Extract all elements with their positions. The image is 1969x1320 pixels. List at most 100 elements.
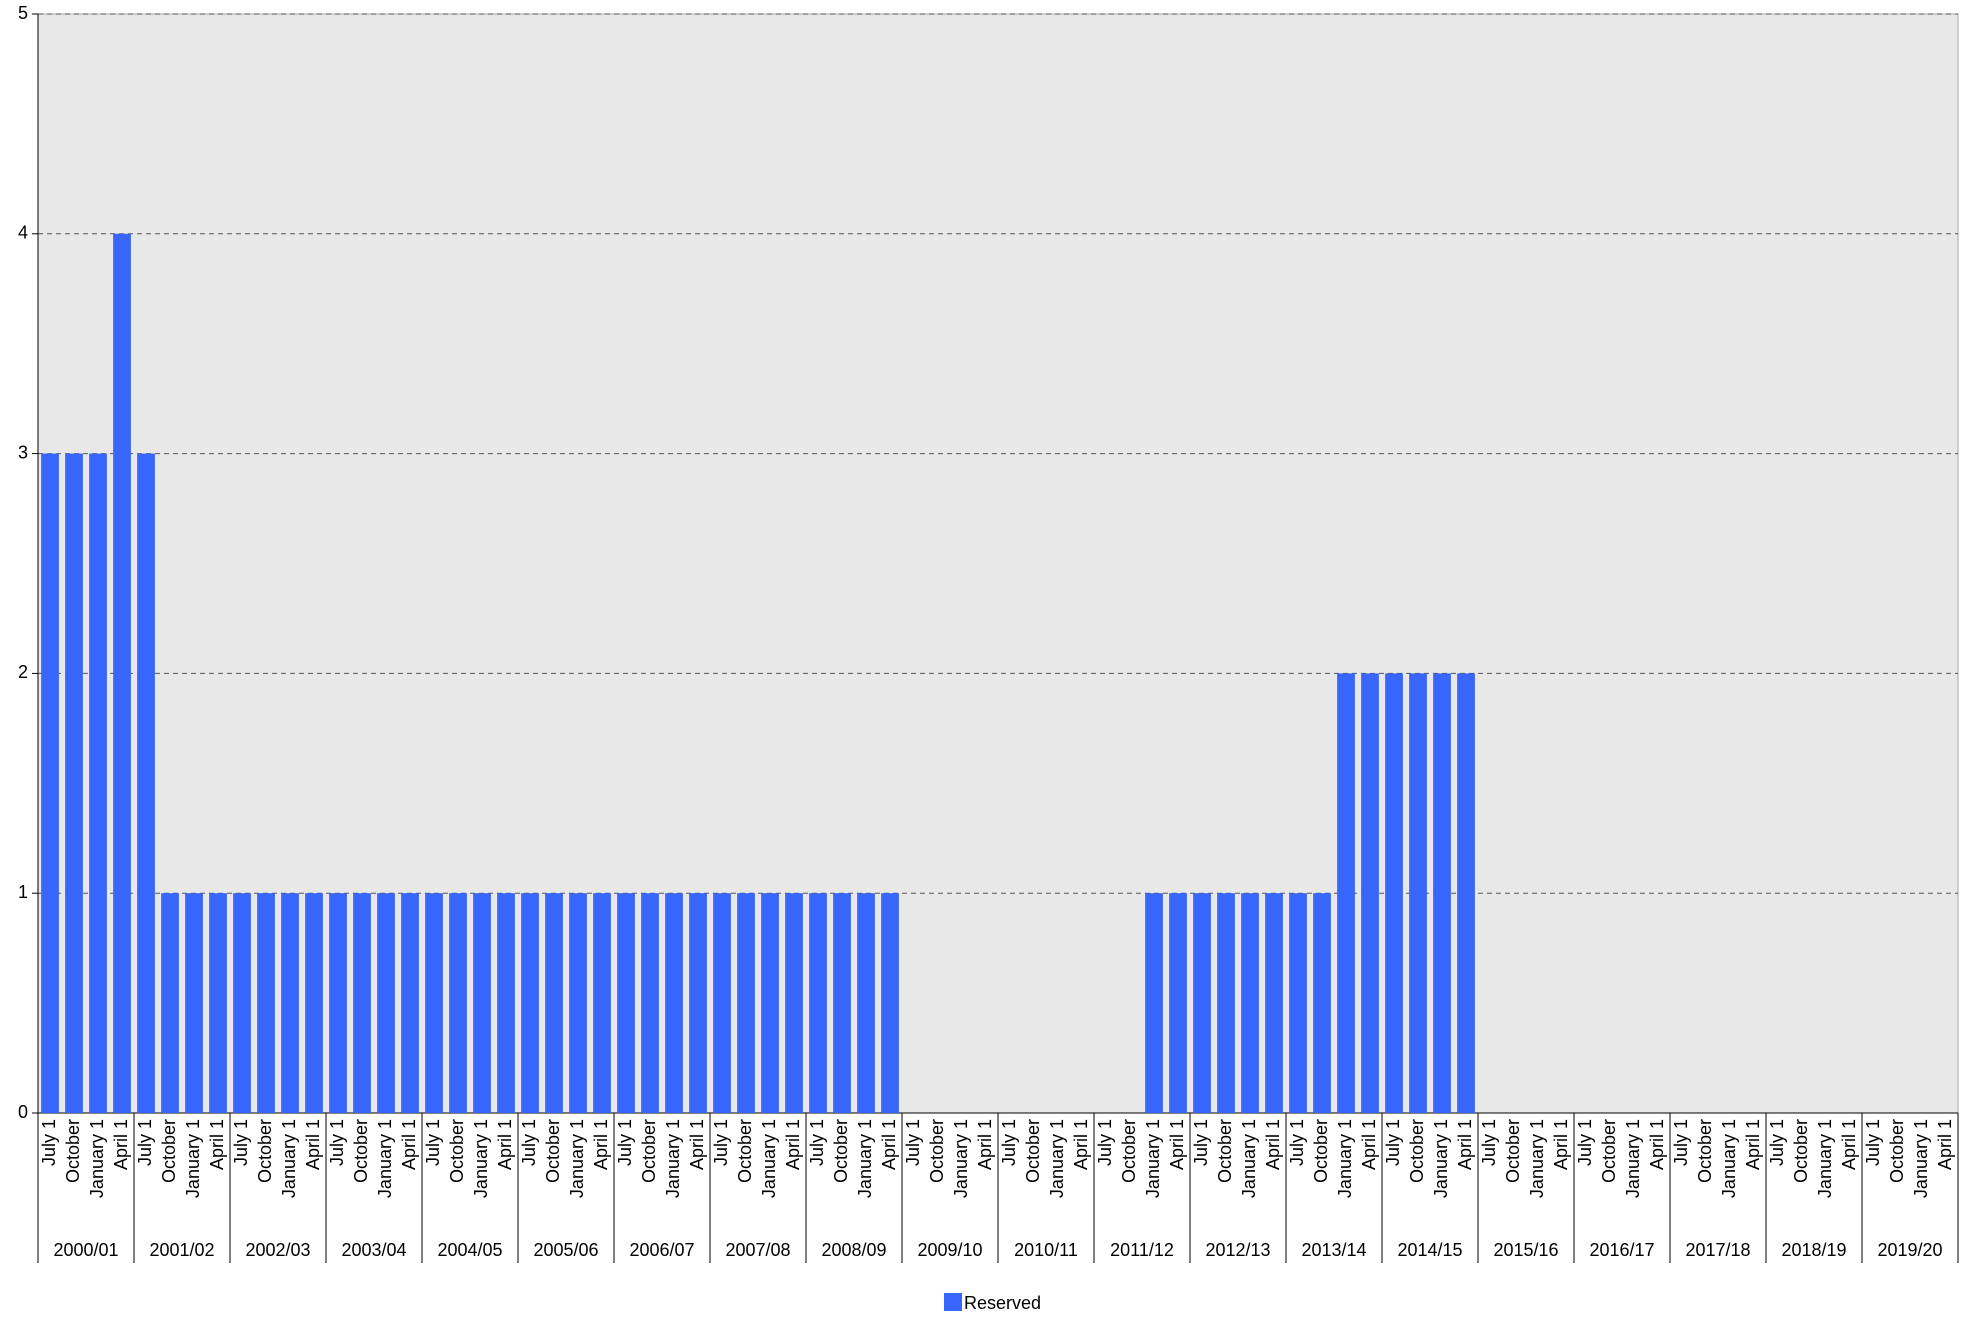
x-tick-label: January 1: [567, 1119, 587, 1198]
x-tick-label: April 1: [207, 1119, 227, 1170]
group-label: 2014/15: [1397, 1240, 1462, 1260]
bar: [329, 893, 347, 1113]
x-tick-label: July 1: [1191, 1119, 1211, 1166]
x-tick-label: July 1: [231, 1119, 251, 1166]
x-tick-label: October: [1503, 1119, 1523, 1183]
x-tick-label: October: [1311, 1119, 1331, 1183]
x-tick-label: October: [1695, 1119, 1715, 1183]
bar: [569, 893, 587, 1113]
group-label: 2001/02: [149, 1240, 214, 1260]
group-label: 2000/01: [53, 1240, 118, 1260]
bar: [809, 893, 827, 1113]
x-tick-label: October: [1215, 1119, 1235, 1183]
group-label: 2012/13: [1205, 1240, 1270, 1260]
x-tick-label: January 1: [87, 1119, 107, 1198]
bar: [1433, 673, 1451, 1113]
bar: [497, 893, 515, 1113]
bar: [1169, 893, 1187, 1113]
group-label: 2017/18: [1685, 1240, 1750, 1260]
x-tick-label: July 1: [1095, 1119, 1115, 1166]
bar: [1385, 673, 1403, 1113]
x-tick-label: April 1: [687, 1119, 707, 1170]
bar: [377, 893, 395, 1113]
x-tick-label: April 1: [1071, 1119, 1091, 1170]
x-tick-label: April 1: [1839, 1119, 1859, 1170]
x-tick-label: July 1: [39, 1119, 59, 1166]
x-tick-label: July 1: [1383, 1119, 1403, 1166]
bar: [1361, 673, 1379, 1113]
x-tick-label: April 1: [1263, 1119, 1283, 1170]
bar: [425, 893, 443, 1113]
bar: [1337, 673, 1355, 1113]
x-tick-label: October: [159, 1119, 179, 1183]
bar: [449, 893, 467, 1113]
x-tick-label: October: [255, 1119, 275, 1183]
x-tick-label: January 1: [1047, 1119, 1067, 1198]
bar: [1265, 893, 1283, 1113]
bar: [233, 893, 251, 1113]
x-tick-label: October: [639, 1119, 659, 1183]
x-tick-label: July 1: [999, 1119, 1019, 1166]
bar: [737, 893, 755, 1113]
x-tick-label: April 1: [111, 1119, 131, 1170]
x-tick-label: January 1: [1239, 1119, 1259, 1198]
x-tick-label: January 1: [855, 1119, 875, 1198]
bar: [65, 453, 83, 1114]
x-tick-label: January 1: [663, 1119, 683, 1198]
x-tick-label: July 1: [1479, 1119, 1499, 1166]
y-tick-label: 2: [18, 662, 28, 682]
bar: [641, 893, 659, 1113]
bar: [1241, 893, 1259, 1113]
bar: [209, 893, 227, 1113]
x-tick-label: April 1: [1167, 1119, 1187, 1170]
bar: [1217, 893, 1235, 1113]
x-tick-label: October: [735, 1119, 755, 1183]
x-tick-label: April 1: [975, 1119, 995, 1170]
group-label: 2011/12: [1110, 1240, 1174, 1260]
bar: [473, 893, 491, 1113]
y-tick-label: 5: [18, 3, 28, 23]
group-label: 2005/06: [533, 1240, 598, 1260]
bar: [41, 453, 59, 1114]
group-label: 2006/07: [629, 1240, 694, 1260]
x-tick-label: April 1: [1359, 1119, 1379, 1170]
x-tick-label: July 1: [615, 1119, 635, 1166]
bar: [689, 893, 707, 1113]
x-tick-label: July 1: [1575, 1119, 1595, 1166]
x-tick-label: October: [927, 1119, 947, 1183]
x-tick-label: October: [63, 1119, 83, 1183]
group-label: 2019/20: [1877, 1240, 1942, 1260]
x-tick-label: January 1: [375, 1119, 395, 1198]
bar: [1145, 893, 1163, 1113]
group-label: 2008/09: [821, 1240, 886, 1260]
x-tick-label: January 1: [183, 1119, 203, 1198]
group-label: 2015/16: [1493, 1240, 1558, 1260]
x-tick-label: January 1: [1335, 1119, 1355, 1198]
bar: [521, 893, 539, 1113]
x-tick-label: October: [1119, 1119, 1139, 1183]
x-tick-label: July 1: [1767, 1119, 1787, 1166]
x-tick-label: July 1: [1863, 1119, 1883, 1166]
x-tick-label: April 1: [1743, 1119, 1763, 1170]
x-tick-label: January 1: [279, 1119, 299, 1198]
x-tick-label: July 1: [1671, 1119, 1691, 1166]
x-tick-label: April 1: [879, 1119, 899, 1170]
bar: [1289, 893, 1307, 1113]
bar: [401, 893, 419, 1113]
x-tick-label: January 1: [1431, 1119, 1451, 1198]
x-tick-label: April 1: [399, 1119, 419, 1170]
x-tick-label: October: [1599, 1119, 1619, 1183]
x-tick-label: October: [1791, 1119, 1811, 1183]
x-tick-label: October: [543, 1119, 563, 1183]
x-tick-label: April 1: [783, 1119, 803, 1170]
bar: [257, 893, 275, 1113]
legend-swatch: [944, 1293, 962, 1311]
x-tick-label: April 1: [1935, 1119, 1955, 1170]
x-tick-label: April 1: [303, 1119, 323, 1170]
x-tick-label: July 1: [135, 1119, 155, 1166]
x-tick-label: October: [1407, 1119, 1427, 1183]
bar: [857, 893, 875, 1113]
x-tick-label: January 1: [951, 1119, 971, 1198]
